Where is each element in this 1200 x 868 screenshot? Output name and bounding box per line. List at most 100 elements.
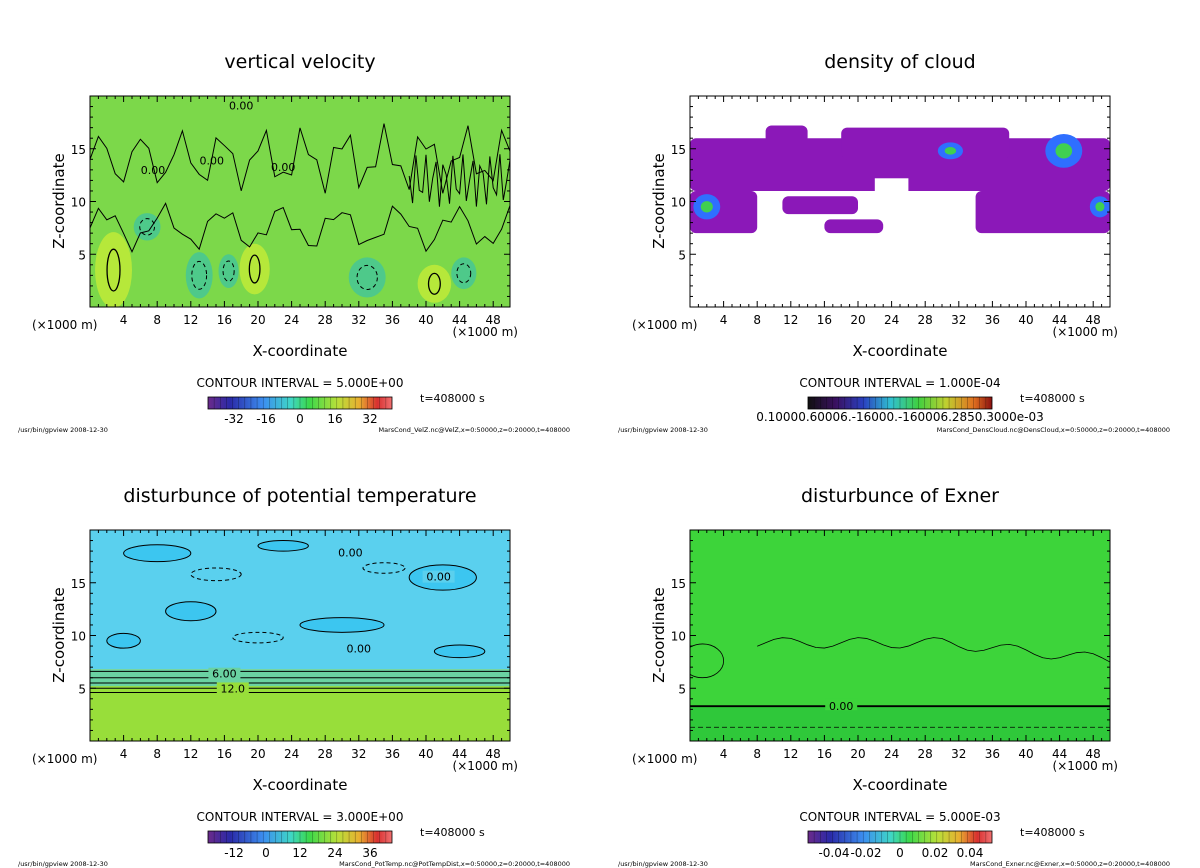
x-tick-label: 16 [217, 313, 232, 327]
x-tick-label: 44 [452, 313, 467, 327]
temperature-patch [257, 540, 309, 552]
contour-label: 0.00 [141, 164, 166, 177]
y-axis-label: Z-coordinate [650, 587, 668, 682]
footer-left: /usr/bin/gpview 2008-12-30 [618, 426, 708, 434]
x-tick-label: 44 [1052, 313, 1067, 327]
contour-label-bg [208, 667, 241, 680]
cloud-region [765, 125, 808, 144]
y-tick-label: 15 [671, 143, 686, 157]
y-tick-label: 10 [71, 630, 86, 644]
contour-interval: CONTOUR INTERVAL = 5.000E-03 [799, 810, 1000, 824]
colorbar-tick-label: 24 [327, 846, 342, 860]
x-tick-label: 40 [1018, 313, 1033, 327]
x-tick-label: 32 [351, 313, 366, 327]
temperature-patch [433, 644, 486, 659]
x-unit-right: (×1000 m) [1053, 325, 1118, 339]
updraft-contour [248, 254, 261, 284]
updraft-contour [427, 272, 441, 295]
y-tick-label: 15 [71, 577, 86, 591]
x-tick-label: 20 [850, 747, 865, 761]
temperature-patch [106, 632, 141, 649]
x-tick-label: 4 [720, 747, 728, 761]
x-tick-label: 36 [385, 747, 400, 761]
x-unit-right: (×1000 m) [1053, 759, 1118, 773]
x-tick-label: 12 [183, 747, 198, 761]
updraft-patch [95, 232, 132, 307]
x-unit-left: (×1000 m) [32, 752, 97, 766]
cloud-region [824, 219, 884, 234]
contour-label: 0.00 [347, 642, 372, 655]
x-tick-label: 40 [418, 313, 433, 327]
x-tick-label: 4 [120, 313, 128, 327]
negative-contour [232, 631, 284, 644]
positive-contour [690, 643, 724, 679]
y-axis-label: Z-coordinate [50, 587, 68, 682]
contour-label: 0.00 [338, 546, 363, 559]
contour-interval: CONTOUR INTERVAL = 1.000E-04 [799, 376, 1000, 390]
contour-label: 0.00 [271, 161, 296, 174]
contour-label: 0.00 [426, 571, 451, 584]
zero-contour [90, 202, 510, 253]
x-tick-label: 4 [120, 747, 128, 761]
colorbar-tick-label: 0.04 [957, 846, 984, 860]
contour-label: 6.00 [212, 668, 237, 681]
x-unit-right: (×1000 m) [453, 759, 518, 773]
x-tick-label: 24 [284, 747, 299, 761]
y-tick-label: 5 [678, 248, 686, 262]
x-tick-label: 48 [486, 313, 501, 327]
plot-area [690, 96, 1110, 307]
cloud-core-max [944, 147, 957, 155]
footer-right: MarsCond_Exner.nc@Exner,x=0:50000,z=0:20… [970, 860, 1170, 868]
y-tick-label: 15 [71, 143, 86, 157]
x-unit-left: (×1000 m) [632, 318, 697, 332]
time-label: t=408000 s [1020, 392, 1085, 405]
x-tick-label: 32 [351, 747, 366, 761]
cloud-region [782, 196, 858, 215]
colorbar-tick-label: 12 [292, 846, 307, 860]
x-tick-label: 8 [753, 747, 761, 761]
clear-gap [874, 178, 909, 195]
footer-left: /usr/bin/gpview 2008-12-30 [18, 426, 108, 434]
colorbar-tick-label: 0 [896, 846, 904, 860]
footer-left: /usr/bin/gpview 2008-12-30 [618, 860, 708, 868]
footer-right: MarsCond_PotTemp.nc@PotTempDist,x=0:5000… [339, 860, 570, 868]
downdraft-contour [356, 264, 378, 290]
x-tick-label: 12 [783, 747, 798, 761]
downdraft-patch [185, 252, 213, 299]
colorbar-tick-label: 0 [262, 846, 270, 860]
chart-title: disturbunce of Exner [801, 485, 999, 507]
x-tick-label: 16 [217, 747, 232, 761]
y-axis-label: Z-coordinate [50, 153, 68, 248]
y-tick-label: 5 [78, 248, 86, 262]
x-tick-label: 28 [918, 313, 933, 327]
temperature-patch [123, 544, 192, 563]
contour-label: 0.00 [229, 100, 254, 113]
footer-right: MarsCond_DensCloud.nc@DensCloud,x=0:5000… [937, 426, 1170, 434]
x-tick-label: 8 [153, 313, 161, 327]
chart-title: disturbunce of potential temperature [123, 485, 476, 507]
footer-right: MarsCond_VelZ.nc@VelZ,x=0:50000,z=0:2000… [379, 426, 570, 434]
contour-label-bg [422, 570, 455, 583]
x-tick-label: 8 [753, 313, 761, 327]
x-tick-label: 16 [817, 747, 832, 761]
downdraft-contour [191, 260, 208, 290]
downdraft-contour [456, 263, 472, 284]
x-tick-label: 36 [985, 747, 1000, 761]
zero-contour [90, 123, 510, 194]
zero-contour [408, 154, 510, 207]
y-axis-label: Z-coordinate [650, 153, 668, 248]
plot-area: 0.00 [690, 530, 1110, 741]
x-unit-right: (×1000 m) [453, 325, 518, 339]
x-axis-label: X-coordinate [853, 776, 948, 794]
cloud-core-max [1055, 143, 1073, 159]
x-tick-label: 12 [183, 313, 198, 327]
y-tick-label: 10 [71, 196, 86, 210]
y-tick-label: 10 [671, 196, 686, 210]
x-tick-label: 48 [486, 747, 501, 761]
x-tick-label: 40 [1018, 747, 1033, 761]
x-tick-label: 32 [951, 313, 966, 327]
x-tick-label: 48 [1086, 313, 1101, 327]
x-tick-label: 24 [884, 313, 899, 327]
downdraft-patch [218, 254, 239, 289]
downdraft-patch [451, 257, 477, 290]
